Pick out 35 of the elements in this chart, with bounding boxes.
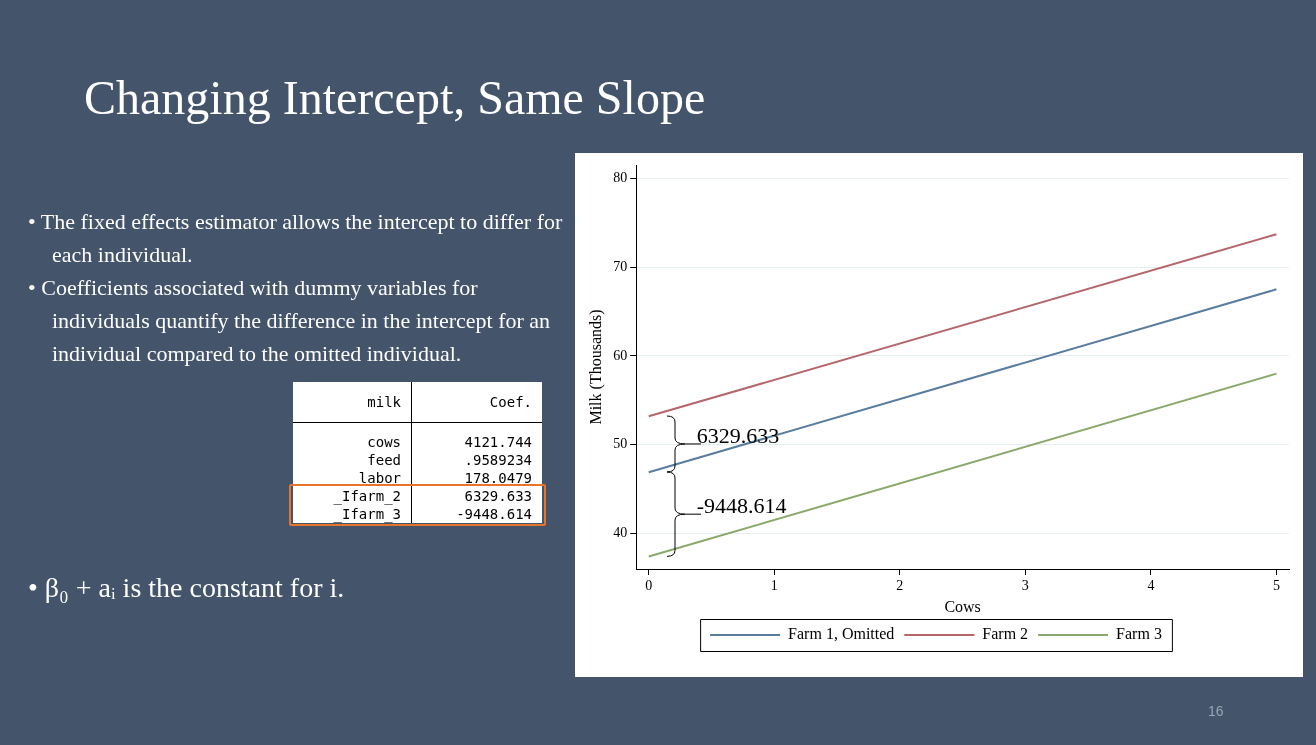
text: 6329.633 <box>411 487 542 505</box>
x-tick-label: 5 <box>1272 578 1280 594</box>
y-tick-label: 40 <box>613 525 628 541</box>
text: 16 <box>1208 703 1224 719</box>
legend-label: Farm 3 <box>1116 625 1162 643</box>
y-tick-label: 50 <box>613 436 628 452</box>
text: feed <box>366 451 402 469</box>
text: • β₀ + aᵢ is the constant for i. <box>28 572 346 604</box>
x-axis-title: Cows <box>944 597 981 615</box>
x-tick-label: 3 <box>1021 578 1029 594</box>
text: _Ifarm_3 <box>332 505 402 523</box>
text: 4121.744 <box>411 433 542 451</box>
text: Coef. <box>411 382 542 423</box>
x-tick-label: 0 <box>645 578 653 594</box>
y-tick-label: 70 <box>613 258 628 274</box>
chart-title: Changing Intercept, Same Slope <box>84 70 706 125</box>
annotation: 6329.633 <box>696 423 780 449</box>
text: milk <box>293 382 412 423</box>
text: • The fixed effects estimator allows the intercept to differ for each individual. <box>28 208 564 269</box>
text: • Coefficients associated with dummy variables for individuals quantify the difference in the intercept for an individual compared to the omitted individual. <box>28 274 552 368</box>
text: _Ifarm_2 <box>332 487 402 505</box>
annotation: -9448.614 <box>696 493 787 519</box>
y-tick-label: 80 <box>613 169 628 185</box>
text: -9448.614 <box>411 505 542 523</box>
legend-label: Farm 2 <box>982 625 1029 643</box>
x-tick-label: 4 <box>1147 578 1155 594</box>
y-axis-title: Milk (Thousands) <box>586 309 605 425</box>
text: labor <box>357 469 402 487</box>
text: 178.0479 <box>411 469 542 487</box>
y-tick-label: 60 <box>613 347 628 363</box>
x-tick-label: 1 <box>770 578 778 594</box>
text: cows <box>366 433 402 451</box>
text: .9589234 <box>411 451 542 469</box>
legend-label: Farm 1, Omitted <box>788 625 895 643</box>
x-tick-label: 2 <box>896 578 904 594</box>
